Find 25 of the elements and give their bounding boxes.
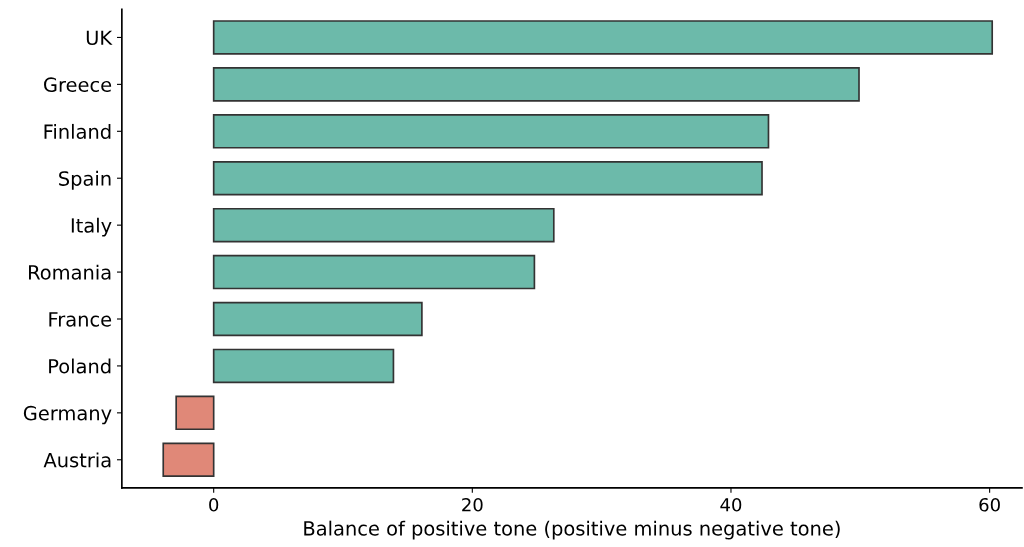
y-tick-label: France: [49, 312, 112, 327]
y-tick-label: Poland: [49, 358, 111, 374]
x-tick-label: 0: [209, 497, 219, 512]
y-tick-label: Finland: [44, 123, 111, 139]
x-tick-label: 60: [979, 497, 1000, 512]
bar: [212, 301, 423, 337]
y-tick-label: Spain: [59, 170, 111, 190]
bar: [212, 348, 395, 384]
x-tick-label: 20: [462, 497, 483, 512]
bar: [212, 254, 536, 290]
x-axis-title: Balance of positive tone (positive minus negative tone): [304, 520, 840, 540]
y-tick-label: UK: [86, 30, 113, 46]
bar: [212, 114, 770, 149]
bar: [162, 442, 215, 478]
bar: [212, 207, 555, 243]
x-tick-label: 40: [720, 497, 742, 512]
bar: [175, 395, 215, 431]
y-tick-label: Romania: [29, 264, 111, 280]
bar: [212, 20, 994, 55]
y-tick-label: Italy: [71, 217, 112, 237]
y-tick-label: Greece: [44, 77, 112, 93]
y-tick-label: Austria: [43, 452, 111, 468]
y-tick-label: Germany: [23, 405, 112, 425]
bar: [212, 160, 763, 196]
bar: [212, 67, 860, 102]
